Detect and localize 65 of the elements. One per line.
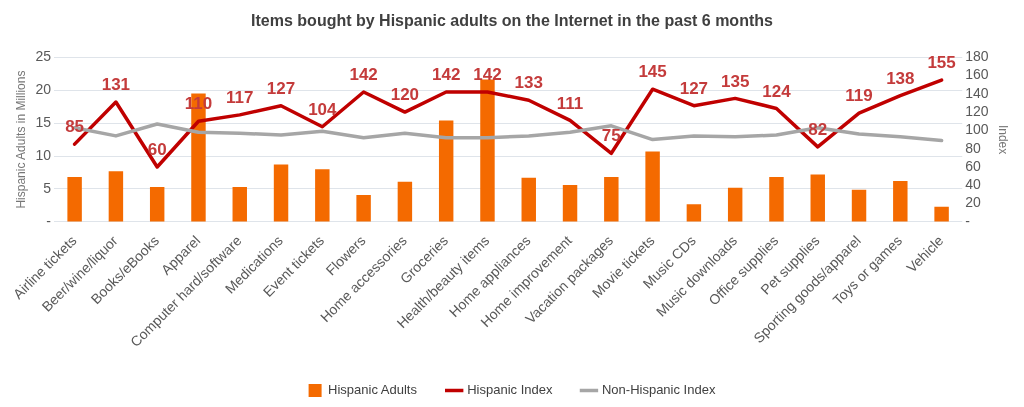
bar — [727, 187, 743, 222]
y2-tick-label: 180 — [965, 48, 989, 65]
data-label: 60 — [147, 140, 167, 160]
data-label: 117 — [226, 88, 254, 108]
data-label: 127 — [266, 78, 296, 98]
bar — [397, 181, 413, 222]
y2-tick-label: 60 — [965, 157, 982, 174]
bar — [232, 187, 247, 222]
y2-tick-label: 20 — [965, 194, 982, 211]
bar — [645, 151, 660, 222]
data-label: 142 — [431, 65, 461, 85]
bar — [810, 174, 825, 222]
bar — [67, 177, 82, 222]
bar — [893, 181, 908, 222]
legend-label: Non-Hispanic Index — [601, 382, 716, 398]
bar — [438, 120, 454, 222]
data-label: 110 — [184, 94, 213, 114]
data-label: 127 — [679, 78, 709, 98]
bar — [604, 177, 619, 222]
legend-label: Hispanic Index — [467, 382, 553, 398]
data-label: 138 — [886, 68, 915, 88]
data-label: 145 — [638, 62, 667, 82]
data-label: 104 — [308, 99, 338, 119]
y2-tick-label: 120 — [965, 102, 989, 119]
data-label: 82 — [808, 120, 828, 140]
data-label: 131 — [101, 75, 131, 95]
bar — [769, 177, 784, 222]
bar — [934, 206, 949, 222]
y-tick-label: 10 — [35, 146, 52, 163]
bar — [356, 194, 371, 222]
data-label: 133 — [514, 73, 543, 93]
y-axis-title: Hispanic Adults in Millions — [13, 70, 28, 209]
data-label: 135 — [720, 71, 750, 91]
data-label: 75 — [601, 126, 621, 146]
data-label: 155 — [927, 53, 956, 73]
bar — [521, 177, 536, 222]
y2-tick-label: - — [965, 212, 971, 229]
y2-tick-label: 160 — [965, 66, 989, 83]
y2-tick-label: 40 — [965, 176, 982, 193]
y-tick-label: 5 — [43, 179, 52, 196]
data-label: 124 — [762, 81, 792, 101]
y2-axis-title: Index — [996, 124, 1011, 155]
y-tick-label: 25 — [35, 48, 52, 65]
y-tick-label: 20 — [35, 81, 52, 98]
y2-tick-label: 140 — [965, 84, 989, 101]
bar — [686, 204, 702, 222]
y-tick-label: - — [46, 212, 52, 229]
bar — [480, 79, 495, 222]
bar — [315, 169, 330, 222]
data-label: 120 — [390, 85, 420, 105]
data-label: 111 — [556, 93, 584, 113]
bar — [562, 185, 578, 222]
chart-title: Items bought by Hispanic adults on the Internet in the past 6 months — [251, 12, 774, 30]
legend-label: Hispanic Adults — [328, 382, 418, 398]
bar — [851, 189, 867, 222]
y2-tick-label: 100 — [965, 121, 989, 138]
bar — [149, 187, 165, 222]
data-label: 142 — [473, 65, 502, 85]
y-tick-label: 15 — [35, 113, 52, 130]
data-label: 85 — [65, 117, 85, 137]
bar — [273, 164, 289, 222]
data-label: 142 — [349, 65, 378, 85]
y2-tick-label: 80 — [965, 139, 982, 156]
bar — [108, 171, 124, 222]
data-label: 119 — [845, 86, 873, 106]
